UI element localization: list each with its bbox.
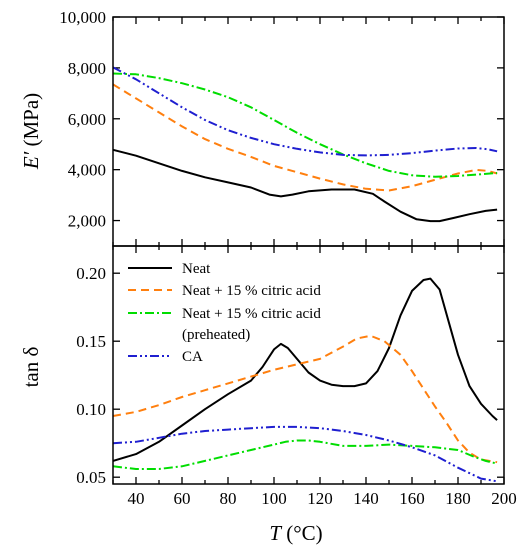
x-tick-label: 180	[445, 489, 471, 508]
bottom-y-axis-label: tan δ	[19, 347, 43, 388]
x-axis-label: T (°C)	[269, 521, 322, 545]
top-series-neat-15-citric-acid	[112, 83, 498, 192]
x-tick-label: 80	[220, 489, 237, 508]
bottom-y-tick-label: 0.10	[76, 400, 106, 419]
top-y-tick-label: 6,000	[68, 110, 106, 129]
x-tick-label: 200	[491, 489, 517, 508]
top-y-axis-label: E′ (MPa)	[19, 93, 43, 170]
top-y-tick-label: 2,000	[68, 212, 106, 231]
x-tick-label: 40	[128, 489, 145, 508]
top-panel-ticks: 2,000 4,000 6,000 8,000 10,000	[59, 8, 505, 246]
bottom-y-tick-label: 0.05	[76, 468, 106, 487]
legend-label-preheated-continuation: (preheated)	[182, 327, 250, 343]
bottom-y-tick-label: 0.15	[76, 332, 106, 351]
legend-label-neat: Neat	[182, 261, 211, 277]
legend-label-neat-ca-preheated: Neat + 15 % citric acid	[182, 306, 321, 322]
x-tick-label: 100	[261, 489, 287, 508]
top-panel-frame	[112, 16, 505, 247]
top-y-tick-label: 10,000	[59, 8, 106, 27]
legend: Neat Neat + 15 % citric acid Neat + 15 %…	[128, 261, 321, 365]
x-tick-label: 160	[399, 489, 425, 508]
storage-modulus-panel	[112, 66, 498, 223]
bottom-y-tick-label: 0.20	[76, 264, 106, 283]
top-series-neat-15-citric-acid-preheated	[112, 72, 498, 178]
legend-label-ca: CA	[182, 349, 203, 365]
x-tick-label: 140	[353, 489, 379, 508]
bottom-series-ca	[112, 425, 498, 483]
bottom-series-neat-15-citric-acid	[112, 334, 498, 464]
top-series-neat	[112, 148, 498, 223]
top-y-tick-label: 8,000	[68, 59, 106, 78]
bottom-series-neat	[112, 277, 498, 462]
legend-label-neat-ca: Neat + 15 % citric acid	[182, 283, 321, 299]
x-tick-label: 60	[174, 489, 191, 508]
top-y-tick-label: 4,000	[68, 161, 106, 180]
bottom-series-neat-15-citric-acid-preheated	[112, 439, 498, 470]
bottom-panel-ticks: 0.05 0.10 0.15 0.20 40 60 80 100 120 140 160 180 200	[76, 246, 517, 508]
tan-delta-panel	[112, 277, 498, 483]
top-series-ca	[112, 66, 498, 157]
bottom-panel-frame	[112, 245, 505, 485]
x-tick-label: 120	[307, 489, 333, 508]
